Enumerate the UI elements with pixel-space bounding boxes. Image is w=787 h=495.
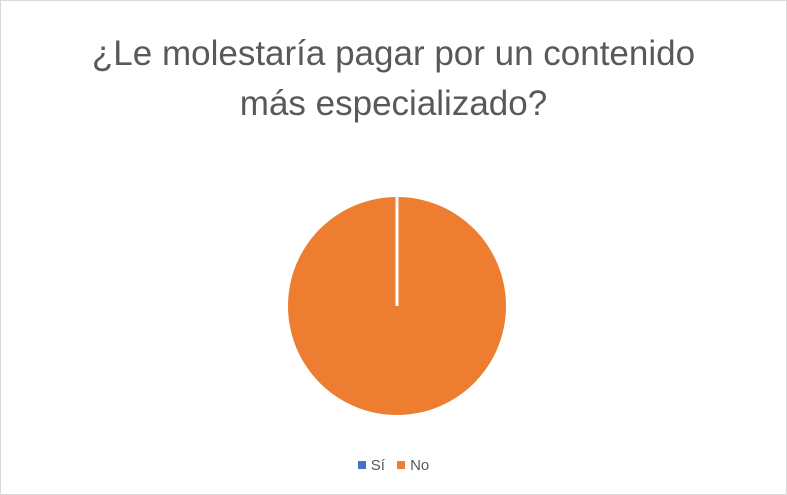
chart-legend: Sí No: [1, 456, 786, 476]
legend-swatch-no: [397, 461, 405, 469]
legend-label-no: No: [410, 457, 429, 474]
legend-item-no: No: [397, 456, 429, 476]
legend-label-si: Sí: [371, 457, 385, 474]
legend-item-si: Sí: [358, 456, 385, 476]
legend-swatch-si: [358, 461, 366, 469]
